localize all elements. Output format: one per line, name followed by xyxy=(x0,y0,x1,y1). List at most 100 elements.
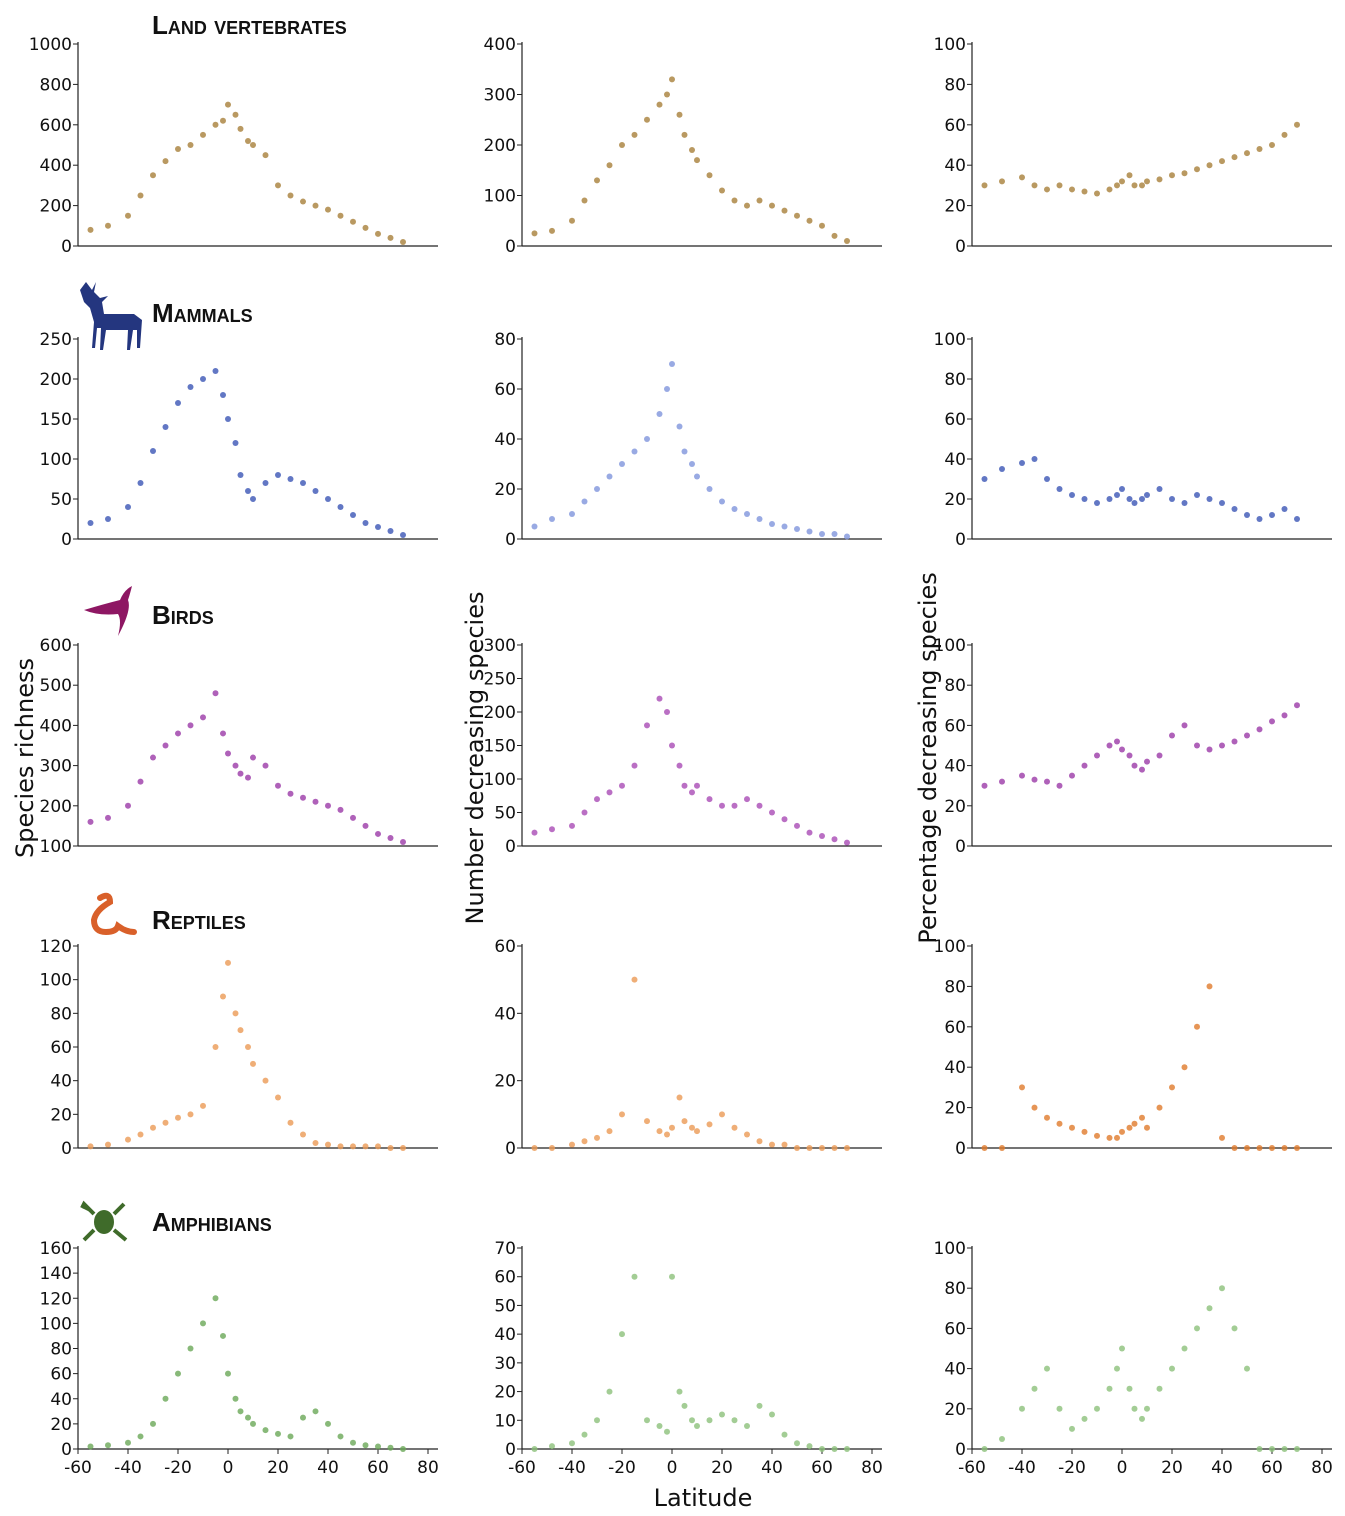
point xyxy=(312,1139,319,1146)
point xyxy=(1294,516,1300,522)
point xyxy=(387,1145,394,1151)
point xyxy=(1056,1120,1063,1127)
point xyxy=(569,217,575,224)
point xyxy=(831,1446,838,1452)
y-tick-label: 60 xyxy=(944,410,966,430)
x-tick-label: 20 xyxy=(1161,1458,1183,1478)
point xyxy=(819,832,825,839)
point xyxy=(175,1114,181,1121)
point xyxy=(1131,182,1138,189)
point xyxy=(1081,762,1088,769)
point xyxy=(162,1395,169,1402)
point xyxy=(212,368,219,374)
point xyxy=(689,147,695,154)
point xyxy=(1281,1145,1288,1151)
x-tick-label: 40 xyxy=(1211,1458,1233,1478)
point xyxy=(275,1430,281,1437)
point xyxy=(212,1044,219,1050)
y-tick-label: 160 xyxy=(40,1239,72,1259)
point xyxy=(794,1440,800,1447)
point xyxy=(1139,766,1145,773)
y-tick-label: 500 xyxy=(40,676,72,696)
point xyxy=(1069,1124,1075,1131)
point xyxy=(1019,460,1025,466)
y-tick-label: 1000 xyxy=(29,35,72,55)
point xyxy=(719,498,725,505)
point xyxy=(999,178,1005,185)
point xyxy=(362,520,369,526)
point xyxy=(287,1119,294,1126)
point xyxy=(105,516,111,522)
point xyxy=(689,789,695,796)
point xyxy=(664,91,670,98)
panel: 0 20 40 60 80 100 xyxy=(934,35,1332,257)
point xyxy=(569,822,575,829)
point xyxy=(731,1124,738,1131)
point xyxy=(300,1414,306,1421)
point xyxy=(731,802,738,809)
point xyxy=(1181,1345,1188,1352)
point xyxy=(999,466,1005,472)
point xyxy=(1181,1064,1188,1071)
point xyxy=(220,993,226,1000)
point xyxy=(1256,1145,1263,1151)
point xyxy=(1144,1124,1150,1131)
point xyxy=(644,722,650,729)
point xyxy=(1031,1104,1038,1111)
point xyxy=(569,1141,575,1148)
point xyxy=(1206,496,1213,502)
point xyxy=(400,1145,406,1151)
panel: 0 10 20 30 40 50 60 70 -60 -40 -20 0 20 40 60 80 Latitud… xyxy=(494,1239,882,1512)
point xyxy=(225,416,231,422)
point xyxy=(312,202,319,209)
y-tick-label: 20 xyxy=(944,1400,966,1420)
panel: 100 200 300 400 500 600 Birds Species richness xyxy=(11,600,438,858)
bird-icon xyxy=(84,586,132,636)
y-tick-label: 40 xyxy=(944,757,966,777)
point xyxy=(844,1145,850,1151)
y-tick-label: 600 xyxy=(40,116,72,136)
y-tick-label: 70 xyxy=(494,1239,516,1259)
point xyxy=(250,754,256,761)
point xyxy=(1131,500,1138,506)
point xyxy=(1206,1305,1213,1312)
y-tick-label: 20 xyxy=(944,197,966,217)
point xyxy=(1244,150,1250,157)
point xyxy=(744,511,750,517)
point xyxy=(681,1402,688,1409)
point xyxy=(999,1145,1005,1151)
point xyxy=(844,533,850,540)
point xyxy=(1044,1365,1050,1372)
point xyxy=(531,1145,538,1151)
point xyxy=(1126,496,1133,502)
point xyxy=(631,1273,638,1280)
point xyxy=(1169,496,1175,502)
point xyxy=(1169,732,1175,739)
point xyxy=(1269,718,1275,725)
x-tick-label: 0 xyxy=(1117,1458,1128,1478)
panel: 0 200 400 600 800 1000 Land vertebrates xyxy=(29,10,438,257)
point xyxy=(1144,492,1150,498)
point xyxy=(1206,746,1213,753)
point xyxy=(549,1443,555,1450)
point xyxy=(1031,776,1038,783)
point xyxy=(669,1273,675,1280)
point xyxy=(681,131,688,138)
point xyxy=(245,774,251,781)
point xyxy=(232,1395,239,1402)
point xyxy=(756,1402,763,1409)
x-tick-label: 20 xyxy=(711,1458,733,1478)
point xyxy=(1081,496,1088,502)
snake-icon xyxy=(90,892,137,936)
y-tick-label: 300 xyxy=(40,757,72,777)
point xyxy=(1069,492,1075,498)
point xyxy=(237,472,244,478)
y-tick-label: 0 xyxy=(505,1440,516,1460)
point xyxy=(362,224,369,231)
y-tick-label: 100 xyxy=(40,450,72,470)
point xyxy=(594,486,600,492)
point xyxy=(531,1446,538,1452)
point xyxy=(125,504,131,510)
point xyxy=(831,1145,838,1151)
